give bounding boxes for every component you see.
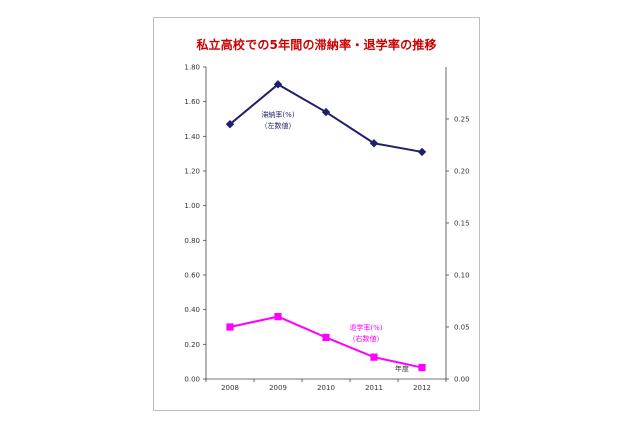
series-marker-1 [369,139,379,148]
x-tick-label: 2009 [269,384,287,392]
y-left-tick-label: 1.80 [184,64,200,72]
y-right-tick-label: 0.10 [454,272,470,280]
series-sublabel-2: （右数値） [349,334,384,343]
chart-svg: 0.00 0.20 0.40 0.60 0.80 1.00 1.20 1.40 1.60 1.80… [184,64,470,393]
y-left-tick-label: 0.40 [184,306,200,314]
series-label-1: 滞納率(%) [261,110,294,119]
chart-title: 私立高校での5年間の滞納率・退学率の推移 [196,38,437,52]
series-marker-2 [226,323,234,331]
series-sublabel-1: （左数値） [261,121,296,130]
series-marker-2 [418,363,426,372]
series-line-2 [229,315,423,369]
y-left-tick-label: 1.40 [184,133,200,141]
y-left-tick-label: 1.20 [184,168,200,176]
series-marker-1 [273,80,283,89]
y-right-tick-label: 0.05 [454,324,470,332]
y-right-tick-label: 0.25 [454,116,470,124]
y-left-tick-label: 0.20 [184,341,200,349]
series-marker-2 [370,353,378,361]
y-left-tick-label: 1.00 [184,202,200,210]
y-right-tick-label: 0.00 [454,376,470,384]
y-left-tick-label: 0.80 [184,237,200,245]
chart-frame: 私立高校での5年間の滞納率・退学率の推移 0.00 0.20 0.40 0.60 0.8… [153,17,480,411]
y-left-tick-label: 0.00 [184,376,200,384]
series-marker-1 [417,147,427,157]
series-marker-2 [274,313,282,321]
series-line-1 [229,83,423,153]
y-left-tick-label: 0.60 [184,272,200,280]
y-right-tick-label: 0.20 [454,168,470,176]
y-left-tick-label: 1.60 [184,98,200,106]
series-marker-2 [322,333,330,341]
x-tick-label: 2008 [221,384,239,392]
y-right-tick-label: 0.15 [454,220,470,228]
x-tick-label: 2011 [365,384,383,392]
series-label-2: 退学率(%) [349,323,382,332]
x-tick-label: 2010 [317,384,335,392]
x-axis-label: 年度 [395,364,409,373]
series-marker-1 [321,107,331,117]
x-tick-label: 2012 [413,384,431,392]
